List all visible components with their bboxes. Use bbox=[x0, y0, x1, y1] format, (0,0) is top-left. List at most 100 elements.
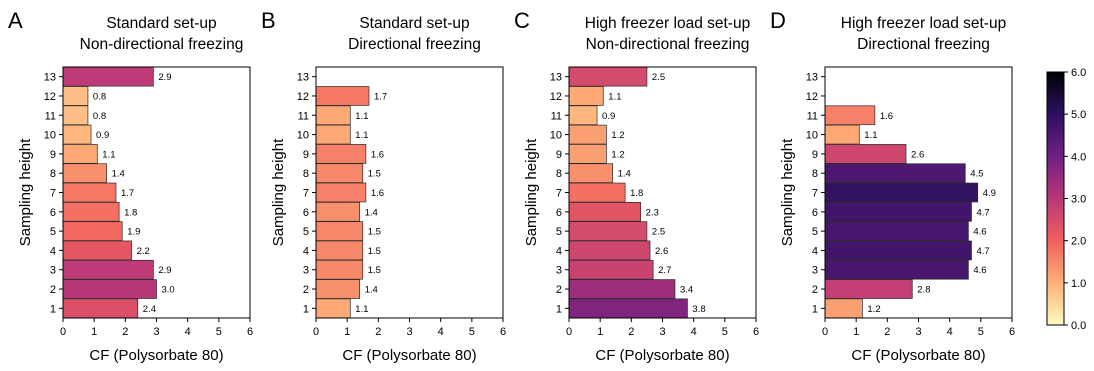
bar bbox=[62, 66, 154, 87]
y-tick-label: 8 bbox=[303, 168, 309, 180]
x-tick-label: 3 bbox=[659, 326, 665, 338]
bar bbox=[568, 298, 688, 319]
panel-title-line: Non-directional freezing bbox=[80, 36, 244, 53]
bar-value-label: 4.6 bbox=[973, 265, 986, 276]
y-tick-label: 6 bbox=[50, 207, 56, 219]
bar-value-label: 4.7 bbox=[976, 207, 989, 218]
x-tick-label: 1 bbox=[597, 326, 603, 338]
x-tick-label: 5 bbox=[216, 326, 222, 338]
y-tick-label: 10 bbox=[297, 130, 309, 142]
y-tick-label: 9 bbox=[303, 149, 309, 161]
x-axis-label: CF (Polysorbate 80) bbox=[342, 347, 476, 364]
bar-value-label: 2.2 bbox=[137, 246, 150, 257]
y-tick-label: 3 bbox=[812, 265, 818, 277]
y-tick-label: 5 bbox=[556, 226, 562, 238]
bar bbox=[568, 144, 607, 164]
y-tick-label: 1 bbox=[50, 303, 56, 315]
y-tick-label: 4 bbox=[50, 245, 56, 257]
y-tick-label: 12 bbox=[44, 91, 56, 103]
y-tick-label: 2 bbox=[812, 284, 818, 296]
y-tick-label: 3 bbox=[556, 265, 562, 277]
y-tick-label: 11 bbox=[45, 110, 56, 122]
panel-title-line: High freezer load set-up bbox=[841, 15, 1006, 32]
bar bbox=[568, 201, 642, 222]
x-tick-label: 5 bbox=[722, 326, 728, 338]
colorbar-tick-label: 6.0 bbox=[1071, 67, 1086, 79]
y-tick-label: 4 bbox=[556, 245, 562, 257]
bar bbox=[824, 221, 969, 241]
y-axis-label: Sampling height bbox=[779, 138, 796, 246]
bar-value-label: 2.4 bbox=[143, 304, 156, 315]
colorbar-tick-label: 3.0 bbox=[1071, 194, 1086, 206]
y-tick-label: 11 bbox=[551, 110, 562, 122]
bar bbox=[824, 182, 979, 203]
panel-letter: A bbox=[8, 8, 23, 33]
y-tick-label: 2 bbox=[303, 284, 309, 296]
x-tick-label: 5 bbox=[469, 326, 475, 338]
y-axis-label: Sampling height bbox=[270, 138, 287, 246]
panel-letter: B bbox=[261, 8, 276, 33]
y-tick-label: 9 bbox=[556, 149, 562, 161]
panel-title-line: Directional freezing bbox=[857, 36, 990, 53]
y-tick-label: 10 bbox=[806, 130, 818, 142]
bar-value-label: 1.6 bbox=[880, 111, 893, 122]
bar bbox=[315, 259, 364, 280]
y-tick-label: 7 bbox=[303, 188, 309, 200]
y-tick-label: 13 bbox=[550, 72, 562, 84]
bar-value-label: 3.8 bbox=[692, 304, 705, 315]
bar bbox=[568, 279, 676, 299]
bar bbox=[568, 240, 651, 261]
bar bbox=[62, 86, 89, 106]
bar-value-label: 1.5 bbox=[368, 227, 381, 238]
panel-title-line: Non-directional freezing bbox=[586, 36, 750, 53]
colorbar-tick-label: 2.0 bbox=[1071, 236, 1086, 248]
y-tick-label: 12 bbox=[297, 91, 309, 103]
bar-value-label: 0.9 bbox=[602, 111, 615, 122]
x-tick-label: 2 bbox=[628, 326, 634, 338]
bar-value-label: 1.2 bbox=[867, 304, 880, 315]
bar bbox=[62, 182, 117, 203]
bar-value-label: 1.6 bbox=[371, 188, 384, 199]
bar bbox=[315, 279, 360, 299]
x-tick-label: 0 bbox=[822, 326, 828, 338]
bar bbox=[568, 221, 648, 241]
y-tick-label: 10 bbox=[550, 130, 562, 142]
bar-value-label: 1.1 bbox=[102, 149, 115, 160]
bar bbox=[568, 163, 613, 184]
y-axis-label: Sampling height bbox=[17, 138, 34, 246]
x-axis-label: CF (Polysorbate 80) bbox=[851, 347, 985, 364]
bar bbox=[62, 124, 92, 145]
y-tick-label: 9 bbox=[50, 149, 56, 161]
x-tick-label: 0 bbox=[60, 326, 66, 338]
bar bbox=[315, 182, 367, 203]
y-tick-label: 2 bbox=[50, 284, 56, 296]
y-tick-label: 5 bbox=[812, 226, 818, 238]
panel-letter: D bbox=[770, 8, 786, 33]
x-tick-label: 2 bbox=[884, 326, 890, 338]
bar-value-label: 2.6 bbox=[655, 246, 668, 257]
y-tick-label: 1 bbox=[303, 303, 309, 315]
bar-value-label: 2.9 bbox=[158, 72, 171, 83]
bar-value-label: 2.9 bbox=[158, 265, 171, 276]
x-axis-label: CF (Polysorbate 80) bbox=[595, 347, 729, 364]
y-tick-label: 7 bbox=[556, 188, 562, 200]
y-tick-label: 6 bbox=[303, 207, 309, 219]
y-tick-label: 8 bbox=[556, 168, 562, 180]
bar bbox=[315, 298, 351, 319]
x-tick-label: 4 bbox=[947, 326, 953, 338]
x-tick-label: 3 bbox=[153, 326, 159, 338]
bar bbox=[62, 298, 139, 319]
bar-value-label: 1.4 bbox=[112, 169, 125, 180]
bar bbox=[315, 240, 364, 261]
x-tick-label: 1 bbox=[853, 326, 859, 338]
bar bbox=[62, 105, 89, 126]
bar-value-label: 4.6 bbox=[973, 227, 986, 238]
panel-title-line: Standard set-up bbox=[106, 15, 216, 32]
bar bbox=[824, 124, 860, 145]
y-tick-label: 13 bbox=[297, 72, 309, 84]
x-tick-label: 4 bbox=[438, 326, 444, 338]
bar bbox=[824, 279, 913, 299]
x-tick-label: 3 bbox=[406, 326, 412, 338]
